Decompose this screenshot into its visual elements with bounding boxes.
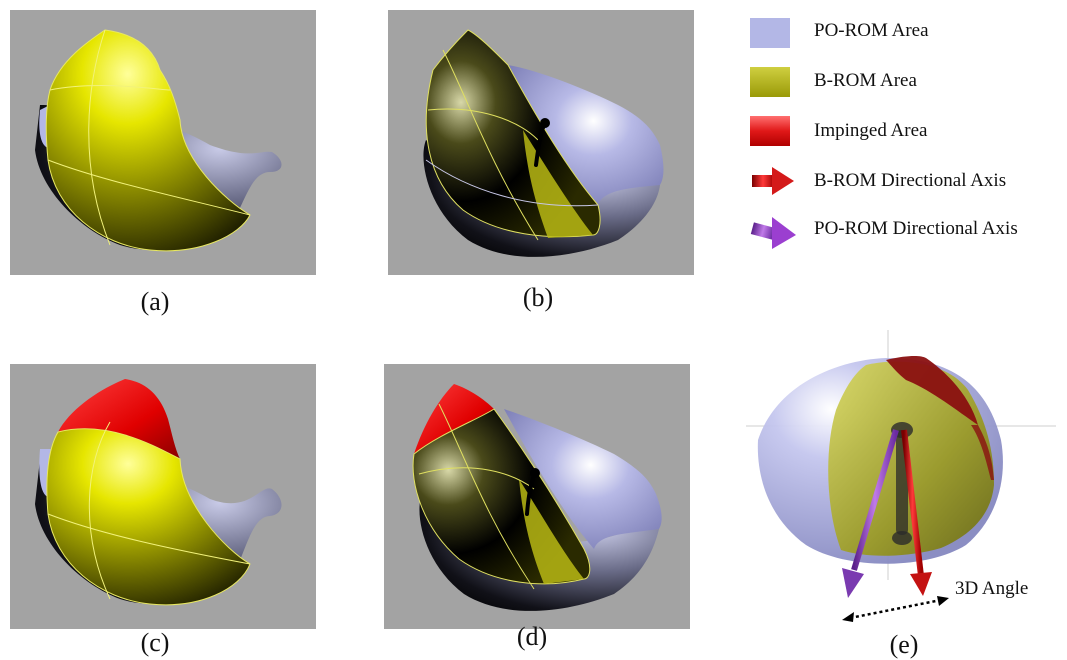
impinged-area-shape (886, 355, 978, 425)
impinged-swatch-icon (750, 116, 790, 146)
po-rom-axis-arrow (851, 429, 899, 571)
caption-c: (c) (140, 628, 170, 657)
legend-label: PO-ROM Area (814, 20, 929, 41)
purple-arrow-icon (772, 217, 796, 249)
legend-item-impinged-area (748, 114, 792, 148)
legend-label: PO-ROM Directional Axis (814, 218, 1018, 239)
panel-d (384, 364, 690, 629)
po-rom-area-shape (508, 65, 664, 205)
po-rom-area-shape (504, 409, 662, 549)
legend-label: Impinged Area (814, 120, 928, 141)
panel-c (10, 364, 316, 629)
caption-e: (e) (889, 630, 919, 659)
legend-label: B-ROM Directional Axis (814, 170, 1007, 191)
legend-item-b-rom-axis (748, 164, 800, 198)
b-rom-area-shape (46, 428, 251, 606)
panel-b (388, 10, 694, 275)
bone-axis-shape (534, 123, 546, 167)
legend-item-po-rom-axis (748, 214, 800, 249)
legend-item-b-rom-area (748, 65, 792, 99)
bone-axis-shape (525, 474, 536, 516)
panel-a (10, 10, 316, 275)
panel-e (746, 330, 1064, 630)
b-rom-axis-arrow (901, 429, 924, 577)
angle-label: 3D Angle (955, 578, 1029, 599)
caption-d: (d) (516, 622, 548, 651)
legend-item-po-rom-area (748, 16, 792, 50)
po-rom-swatch-icon (750, 18, 790, 48)
red-arrow-icon (772, 167, 794, 195)
b-rom-swatch-icon (750, 67, 790, 97)
caption-b: (b) (522, 283, 554, 312)
impinged-area-shape (58, 379, 180, 459)
caption-a: (a) (140, 287, 170, 316)
legend-label: B-ROM Area (814, 70, 917, 91)
impinged-area-shape (414, 384, 494, 454)
b-rom-area-shape (828, 361, 994, 556)
